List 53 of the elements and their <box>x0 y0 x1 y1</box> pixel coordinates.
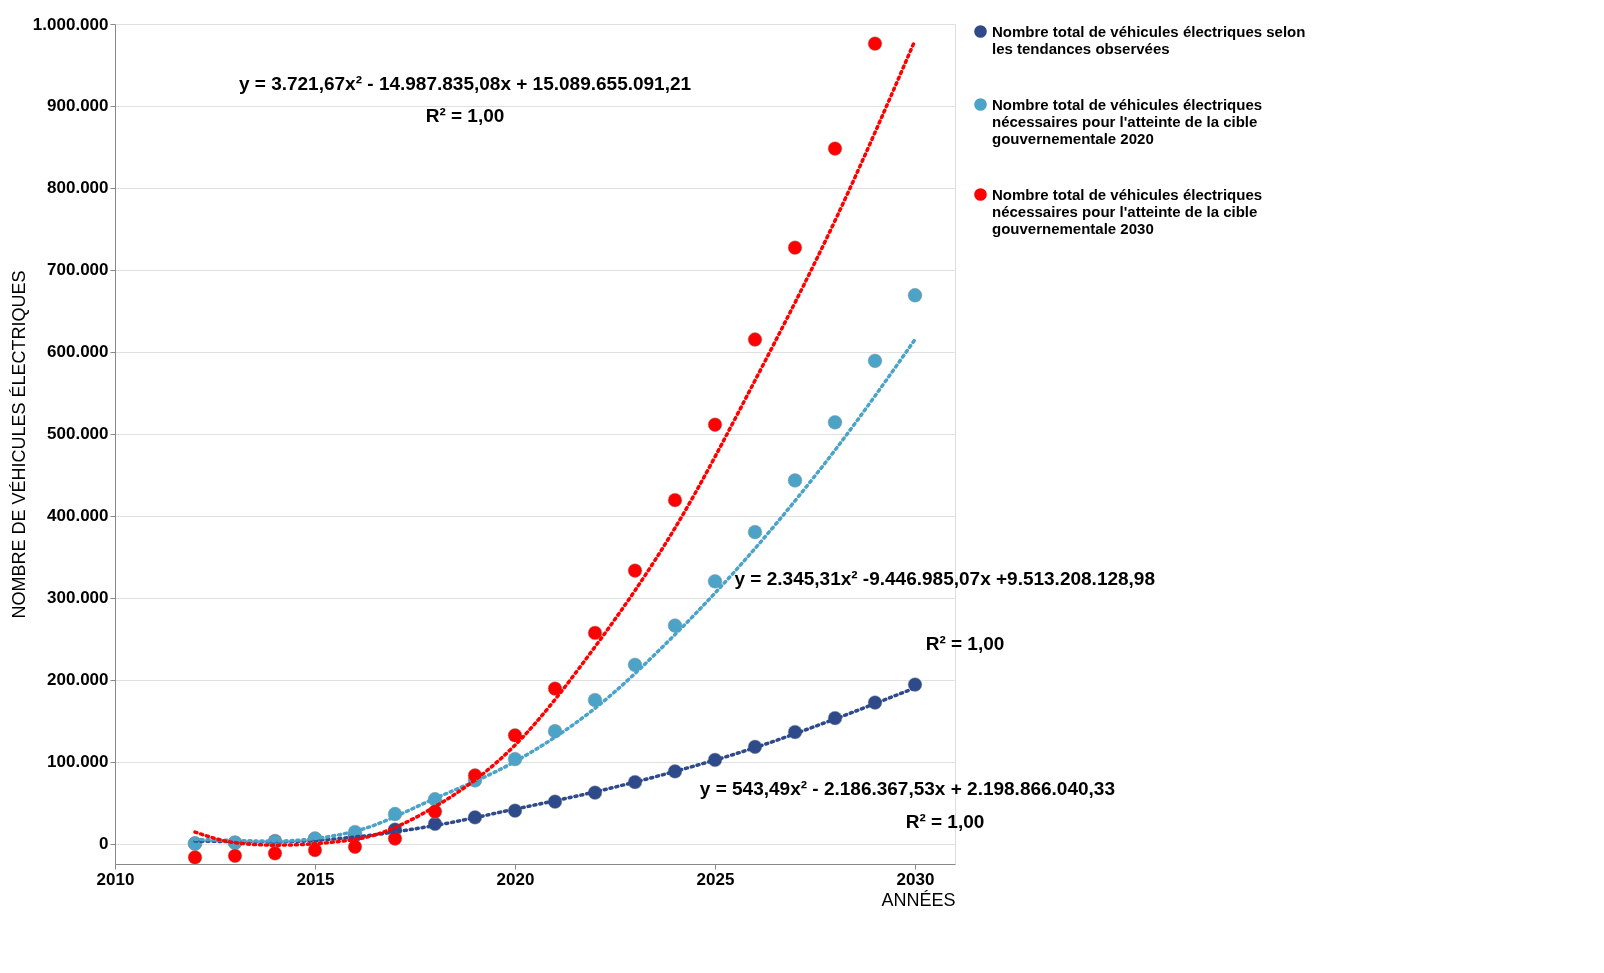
point <box>707 417 723 432</box>
point <box>547 681 563 696</box>
x-axis-title: ANNÉES <box>881 889 956 910</box>
point <box>587 692 603 708</box>
point <box>347 839 363 854</box>
annotation: R² = 1,00 <box>425 105 505 126</box>
point <box>827 415 843 430</box>
legend-label: Nombre total de véhicules électriques nécessaires pour l'atteinte de la cible gouvernementale 2030 <box>992 185 1263 237</box>
x-tick-label: 2020 <box>496 869 535 889</box>
point <box>747 332 763 347</box>
point <box>387 831 403 846</box>
legend-label: Nombre total de véhicules électriques nécessaires pour l'atteinte de la cible gouvernementale 2020 <box>992 95 1263 147</box>
point <box>707 574 723 589</box>
point <box>787 473 803 488</box>
point <box>867 353 883 368</box>
point <box>867 36 883 51</box>
point <box>587 625 603 641</box>
point <box>907 288 923 303</box>
y-axis-title: NOMBRE DE VÉHICULES ÉLECTRIQUES <box>8 270 29 619</box>
annotation: y = 2.345,31x² -9.446.985,07x +9.513.208.128,98 <box>734 568 1155 589</box>
x-tick-label: 2030 <box>896 869 935 889</box>
annotation: R² = 1,00 <box>925 633 1005 654</box>
point <box>787 240 803 255</box>
y-tick-label: 200.000 <box>47 670 109 690</box>
point <box>187 850 203 865</box>
annotation: R² = 1,00 <box>905 811 985 832</box>
y-tick-label: 100.000 <box>47 752 109 772</box>
y-tick-label: 1.000.000 <box>32 14 109 34</box>
legend-label: Nombre total de véhicules électriques selon les tendances observées <box>992 22 1306 57</box>
point <box>747 524 763 540</box>
point <box>907 677 923 692</box>
point <box>307 842 323 858</box>
point <box>507 728 523 743</box>
x-tick-label: 2025 <box>696 869 735 889</box>
point <box>827 141 843 156</box>
y-tick-label: 600.000 <box>47 342 109 362</box>
y-tick-label: 400.000 <box>47 506 109 526</box>
point <box>667 618 683 633</box>
point <box>267 846 283 861</box>
x-tick-label: 2015 <box>296 869 335 889</box>
x-tick-label: 2010 <box>96 869 135 889</box>
y-tick-label: 700.000 <box>47 260 109 280</box>
point <box>627 563 643 578</box>
y-tick-label: 300.000 <box>47 588 109 608</box>
annotation: y = 543,49x² - 2.186.367,53x + 2.198.866.040,33 <box>699 778 1115 799</box>
point <box>627 657 643 672</box>
point <box>227 848 243 863</box>
point <box>667 493 683 508</box>
y-tick-label: 900.000 <box>47 96 109 116</box>
annotation: y = 3.721,67x² - 14.987.835,08x + 15.089.655.091,21 <box>238 73 692 94</box>
y-tick-label: 800.000 <box>47 178 109 198</box>
y-tick-label: 500.000 <box>47 424 109 444</box>
y-tick-label: 0 <box>99 834 109 854</box>
